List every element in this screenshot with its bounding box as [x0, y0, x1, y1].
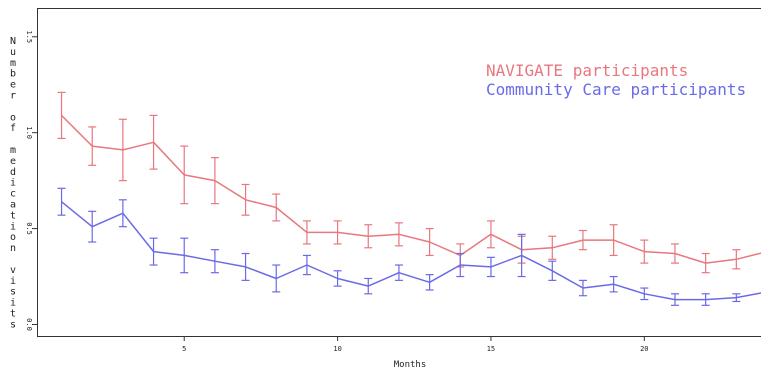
y-axis: 0.0 0.5 1.0 1.5 [25, 30, 37, 331]
y-axis-title-char: v [10, 265, 16, 276]
y-axis-title-char: t [10, 309, 16, 320]
series-navigate [57, 91, 761, 274]
y-axis-title-char: u [10, 47, 16, 58]
y-axis-title-char: s [10, 287, 16, 298]
y-axis-title-char: i [10, 178, 16, 189]
y-axis-title-char: i [10, 276, 16, 287]
y-axis-title-char: e [10, 80, 16, 91]
series-line [61, 201, 761, 301]
legend: NAVIGATE participants Community Care par… [486, 61, 746, 99]
series-group [57, 91, 761, 306]
x-tick-label: 10 [333, 345, 341, 353]
y-axis-title-char: o [10, 112, 16, 123]
y-tick-label: 1.5 [25, 30, 33, 43]
y-axis-title-char: c [10, 189, 16, 200]
y-axis-title-char: f [10, 123, 16, 134]
x-tick-label: 20 [640, 345, 648, 353]
y-axis-title-char: m [10, 58, 16, 69]
legend-entry-navigate: NAVIGATE participants [486, 61, 688, 80]
y-axis-title-char: o [10, 232, 16, 243]
y-axis-title-char: n [10, 243, 16, 254]
x-tick-label: 5 [182, 345, 186, 353]
series-community-care [57, 187, 761, 306]
y-axis-title-char: i [10, 298, 16, 309]
legend-entry-community-care: Community Care participants [486, 80, 746, 99]
y-axis-title-char: m [10, 145, 16, 156]
y-tick-label: 0.0 [25, 318, 33, 331]
x-axis: 5 10 15 20 [182, 336, 649, 353]
series-line [60, 114, 761, 264]
y-axis-title-char: N [10, 36, 16, 47]
y-tick-label: 0.5 [25, 222, 33, 235]
y-axis-title-char: s [10, 319, 16, 330]
y-axis-title-char: t [10, 210, 16, 221]
y-axis-title-char: a [10, 200, 16, 211]
y-axis-title-char: e [10, 156, 16, 167]
y-axis-title-char: r [10, 91, 16, 102]
y-tick-label: 1.0 [25, 126, 33, 139]
x-tick-label: 15 [487, 345, 495, 353]
y-axis-title-char: d [10, 167, 16, 178]
x-axis-title: Months [394, 360, 427, 370]
y-axis-title-char: b [10, 69, 16, 80]
y-axis-title-char: i [10, 221, 16, 232]
plot-frame [37, 8, 761, 337]
